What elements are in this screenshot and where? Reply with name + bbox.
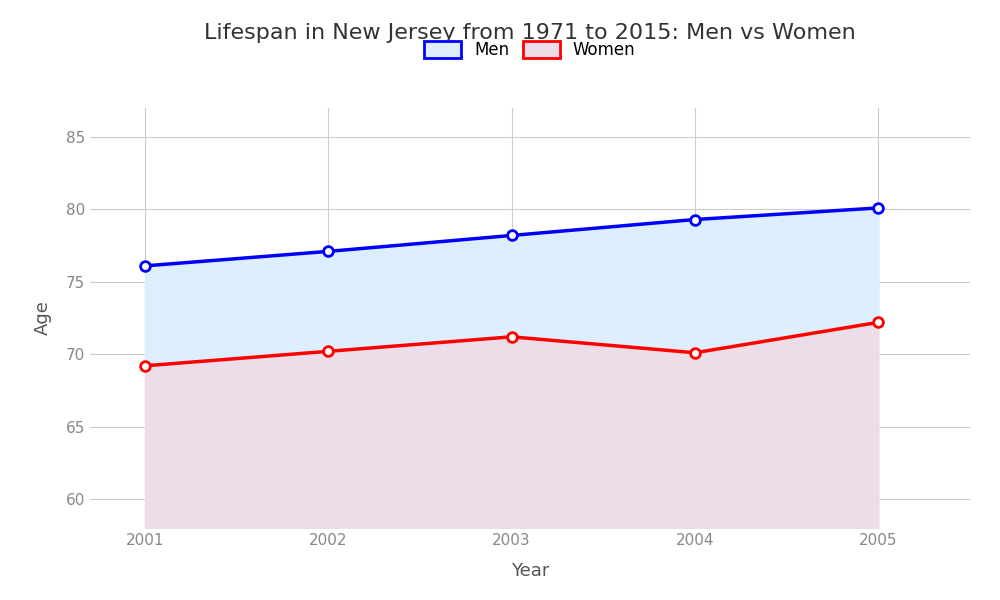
Legend: Men, Women: Men, Women xyxy=(424,41,636,59)
Title: Lifespan in New Jersey from 1971 to 2015: Men vs Women: Lifespan in New Jersey from 1971 to 2015… xyxy=(204,23,856,43)
Y-axis label: Age: Age xyxy=(34,301,52,335)
X-axis label: Year: Year xyxy=(511,562,549,580)
